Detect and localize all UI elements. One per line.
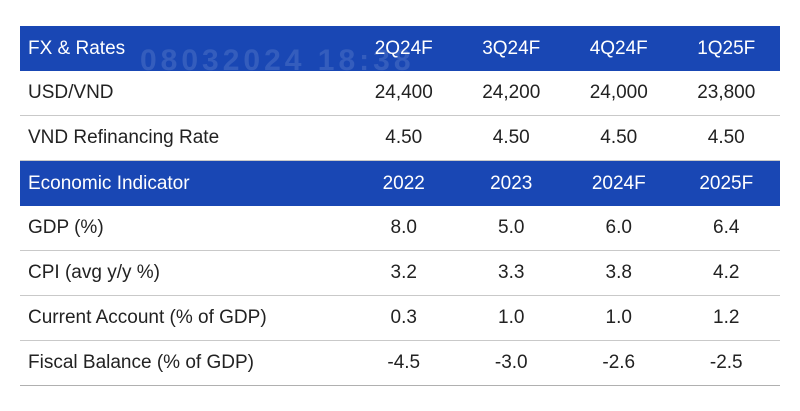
- table-cell: 24,000: [565, 71, 673, 116]
- fx-section-title: FX & Rates: [20, 26, 350, 71]
- year-header: 2022: [350, 160, 458, 206]
- table-cell: 0.3: [350, 295, 458, 341]
- fx-period-header: 3Q24F: [457, 26, 565, 71]
- table-cell: 8.0: [350, 206, 458, 251]
- row-label: GDP (%): [20, 206, 350, 251]
- table-cell: 4.50: [350, 115, 458, 161]
- row-label: Fiscal Balance (% of GDP): [20, 340, 350, 386]
- table-cell: 1.2: [672, 295, 780, 341]
- year-header: 2025F: [672, 160, 780, 206]
- table-cell: 3.2: [350, 250, 458, 296]
- table-cell: -3.0: [457, 340, 565, 386]
- economic-section-title: Economic Indicator: [20, 160, 350, 206]
- table-cell: 5.0: [457, 206, 565, 251]
- table-cell: 4.50: [565, 115, 673, 161]
- table-cell: 4.2: [672, 250, 780, 296]
- table-cell: 4.50: [457, 115, 565, 161]
- table-cell: 4.50: [672, 115, 780, 161]
- fx-period-header: 1Q25F: [672, 26, 780, 71]
- table-cell: -2.6: [565, 340, 673, 386]
- year-header: 2024F: [565, 160, 673, 206]
- row-label: USD/VND: [20, 71, 350, 116]
- table-cell: 6.4: [672, 206, 780, 251]
- table-row-gdp: GDP (%) 8.0 5.0 6.0 6.4: [20, 206, 780, 251]
- fx-period-header: 4Q24F: [565, 26, 673, 71]
- table-cell: 24,200: [457, 71, 565, 116]
- table-row-refinancing-rate: VND Refinancing Rate 4.50 4.50 4.50 4.50: [20, 115, 780, 161]
- row-label: Current Account (% of GDP): [20, 295, 350, 341]
- table-row-cpi: CPI (avg y/y %) 3.2 3.3 3.8 4.2: [20, 250, 780, 296]
- table-row-current-account: Current Account (% of GDP) 0.3 1.0 1.0 1…: [20, 295, 780, 341]
- year-header: 2023: [457, 160, 565, 206]
- table-cell: 23,800: [672, 71, 780, 116]
- fx-period-header: 2Q24F: [350, 26, 458, 71]
- table-cell: 6.0: [565, 206, 673, 251]
- table-row-usd-vnd: USD/VND 24,400 24,200 24,000 23,800: [20, 71, 780, 116]
- economic-header-row: Economic Indicator 2022 2023 2024F 2025F: [20, 160, 780, 206]
- table-cell: 24,400: [350, 71, 458, 116]
- fx-header-row: FX & Rates 2Q24F 3Q24F 4Q24F 1Q25F: [20, 26, 780, 71]
- table-cell: -2.5: [672, 340, 780, 386]
- table-cell: 3.3: [457, 250, 565, 296]
- table-cell: 1.0: [457, 295, 565, 341]
- table-cell: 3.8: [565, 250, 673, 296]
- table-row-fiscal-balance: Fiscal Balance (% of GDP) -4.5 -3.0 -2.6…: [20, 340, 780, 386]
- row-label: VND Refinancing Rate: [20, 115, 350, 161]
- table-cell: 1.0: [565, 295, 673, 341]
- row-label: CPI (avg y/y %): [20, 250, 350, 296]
- table-cell: -4.5: [350, 340, 458, 386]
- forecast-table: FX & Rates 2Q24F 3Q24F 4Q24F 1Q25F USD/V…: [20, 26, 780, 386]
